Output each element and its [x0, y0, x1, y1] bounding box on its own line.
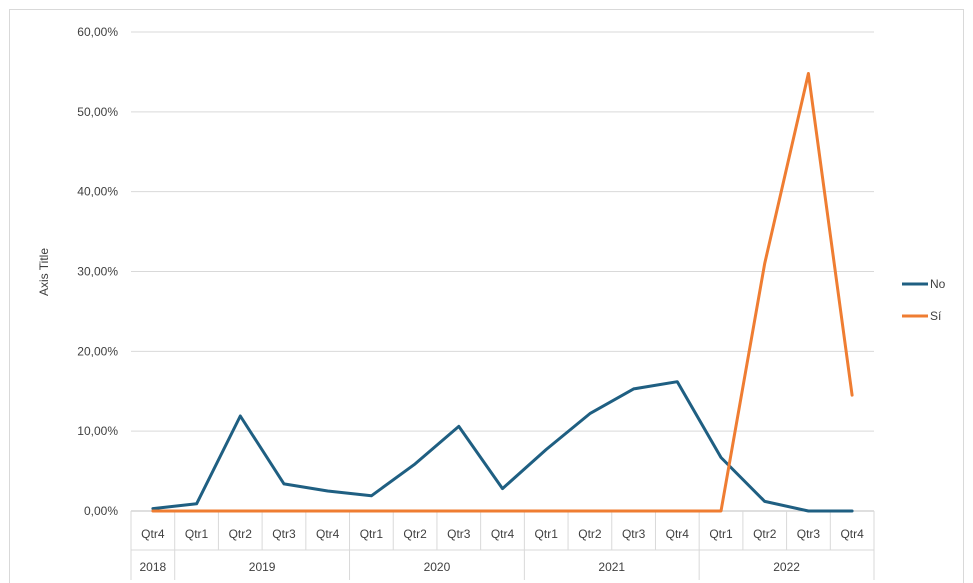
- y-tick-label: 50,00%: [77, 105, 118, 119]
- y-tick-label: 20,00%: [77, 344, 118, 358]
- x-tick-label: Qtr1: [535, 527, 559, 541]
- x-tick-label: Qtr4: [141, 527, 165, 541]
- x-tick-label: Qtr1: [185, 527, 209, 541]
- y-tick-label: 60,00%: [77, 25, 118, 39]
- x-tick-label: Qtr2: [753, 527, 777, 541]
- y-axis-ticks: 0,00% 10,00% 20,00% 30,00% 40,00% 50,00% 60,00…: [77, 25, 118, 518]
- x-tick-label: Qtr4: [491, 527, 515, 541]
- x-tick-label: Qtr3: [622, 527, 646, 541]
- x-tick-label: Qtr3: [447, 527, 471, 541]
- x-group-label: 2019: [249, 560, 276, 574]
- x-group-label: 2020: [424, 560, 451, 574]
- x-group-label: 2018: [140, 560, 167, 574]
- x-group-label: 2022: [773, 560, 800, 574]
- x-group-label: 2021: [598, 560, 625, 574]
- series-lines: [151, 72, 854, 513]
- y-axis-title: Axis Title: [37, 248, 51, 296]
- y-tick-label: 40,00%: [77, 185, 118, 199]
- x-tick-label: Qtr1: [709, 527, 733, 541]
- x-tick-label: Qtr4: [840, 527, 864, 541]
- x-axis: Qtr4 Qtr1 Qtr2 Qtr3 Qtr4 Qtr1 Qtr2 Qtr3 Qtr4 Qtr1…: [130, 511, 875, 580]
- x-tick-label: Qtr4: [316, 527, 340, 541]
- x-tick-label: Qtr2: [578, 527, 602, 541]
- legend: No Sí: [902, 277, 946, 323]
- chart-frame: [9, 9, 964, 583]
- legend-label: Sí: [930, 309, 942, 323]
- x-tick-label: Qtr4: [666, 527, 690, 541]
- series-line-sí: [151, 72, 854, 513]
- legend-label: No: [930, 277, 946, 291]
- x-tick-label: Qtr1: [360, 527, 384, 541]
- x-tick-label: Qtr2: [229, 527, 253, 541]
- x-tick-label: Qtr3: [272, 527, 296, 541]
- y-tick-label: 10,00%: [77, 424, 118, 438]
- y-tick-label: 0,00%: [84, 504, 118, 518]
- x-tick-label: Qtr2: [403, 527, 427, 541]
- y-tick-label: 30,00%: [77, 265, 118, 279]
- series-line-no: [151, 380, 854, 513]
- x-tick-label: Qtr3: [797, 527, 821, 541]
